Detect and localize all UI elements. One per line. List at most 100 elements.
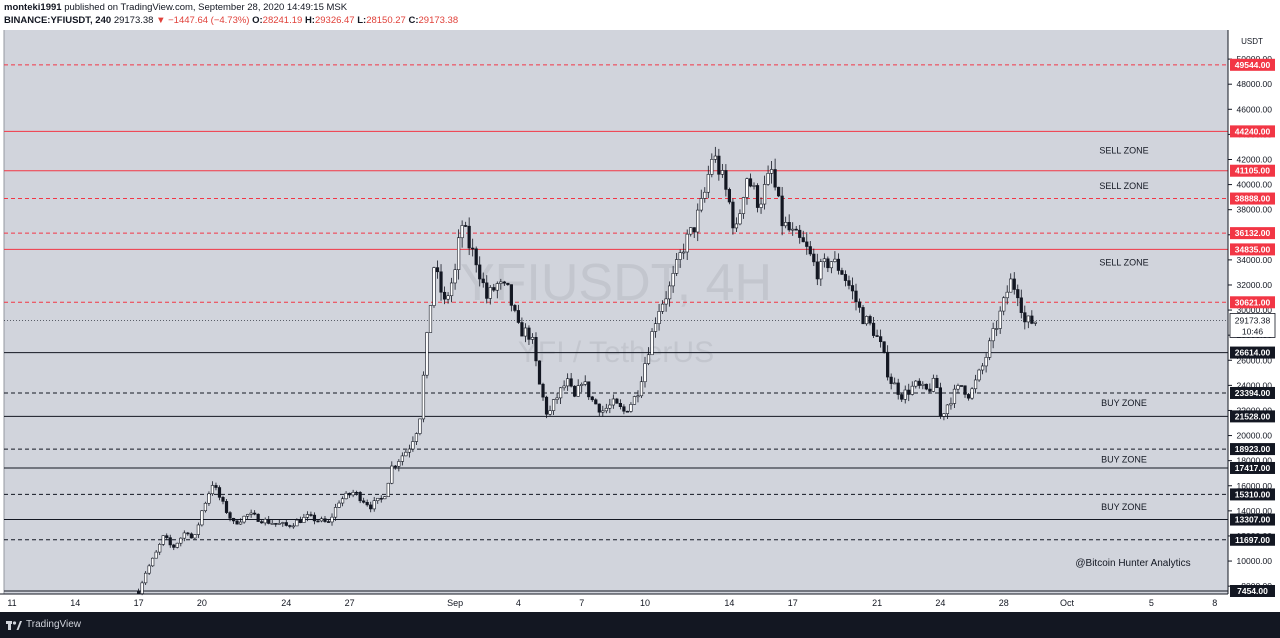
candle-body bbox=[903, 389, 907, 400]
candle-body bbox=[889, 376, 893, 384]
candle-body bbox=[942, 413, 946, 417]
candle-body bbox=[442, 291, 447, 300]
symbol-line: BINANCE:YFIUSDT, 240 bbox=[4, 15, 112, 26]
candle-body bbox=[896, 382, 900, 395]
candle-body bbox=[390, 465, 394, 484]
candle-body bbox=[379, 497, 383, 500]
candle-body bbox=[710, 159, 714, 175]
candle-body bbox=[963, 385, 967, 395]
candle-body bbox=[478, 264, 482, 280]
candle-body bbox=[608, 404, 612, 409]
author-name[interactable]: monteki1991 bbox=[4, 2, 62, 13]
candle-body bbox=[305, 514, 310, 518]
price-tick-label: 16000.00 bbox=[1237, 481, 1273, 491]
candle-body bbox=[973, 379, 978, 390]
candle-body bbox=[558, 387, 563, 399]
candle-body bbox=[886, 351, 890, 378]
candle-body bbox=[900, 394, 904, 400]
candle-body bbox=[685, 233, 689, 253]
candle-body bbox=[527, 327, 531, 340]
candle-body bbox=[875, 335, 879, 337]
candle-body bbox=[682, 251, 686, 254]
candle-body bbox=[671, 273, 675, 287]
tradingview-brand[interactable]: TradingView bbox=[26, 619, 82, 630]
price-change: −1447.64 (−4.73%) bbox=[168, 15, 250, 26]
time-tick-label: Oct bbox=[1060, 598, 1075, 608]
level-badge-label: 15310.00 bbox=[1235, 489, 1271, 499]
candle-body bbox=[854, 290, 858, 303]
candle-body bbox=[263, 518, 267, 524]
candle-body bbox=[200, 510, 204, 526]
level-badge-label: 11697.00 bbox=[1235, 535, 1270, 545]
candle-body bbox=[843, 274, 848, 281]
candle-body bbox=[372, 500, 376, 510]
candle-body bbox=[696, 209, 700, 233]
time-tick-label: 21 bbox=[872, 598, 882, 608]
zone-label: BUY ZONE bbox=[1101, 454, 1147, 464]
candle-body bbox=[717, 155, 721, 175]
candle-body bbox=[1026, 315, 1030, 323]
price-tick-label: 24000.00 bbox=[1237, 380, 1273, 390]
candle-body bbox=[1002, 297, 1006, 312]
candle-body bbox=[196, 524, 200, 535]
candle-body bbox=[393, 465, 397, 468]
candle-body bbox=[787, 222, 791, 231]
low-label: L: bbox=[357, 15, 367, 26]
zone-label: SELL ZONE bbox=[1099, 146, 1148, 156]
candle-body bbox=[513, 305, 517, 311]
time-axis-background bbox=[0, 594, 1280, 612]
level-badge bbox=[1230, 192, 1275, 205]
open-label: O: bbox=[252, 15, 263, 26]
candle-body bbox=[819, 261, 823, 280]
candle-body bbox=[734, 223, 739, 229]
countdown-label: 10:46 bbox=[1242, 326, 1264, 336]
candle-body bbox=[748, 178, 753, 187]
candle-body bbox=[228, 512, 232, 519]
candle-body bbox=[432, 267, 436, 306]
price-chart[interactable]: YFIUSDT, 4H YFI / TetherUS SELL ZONESELL… bbox=[0, 30, 1280, 612]
candle-body bbox=[699, 198, 703, 211]
candle-body bbox=[583, 381, 587, 385]
published-text: published on TradingView.com, September … bbox=[64, 2, 348, 13]
candle-body bbox=[773, 169, 777, 188]
candle-body bbox=[446, 295, 450, 300]
candle-body bbox=[231, 517, 236, 522]
candle-body bbox=[731, 201, 735, 229]
candle-body bbox=[980, 365, 985, 371]
candle-body bbox=[678, 252, 682, 260]
candle-body bbox=[555, 397, 559, 400]
level-badge-label: 26614.00 bbox=[1235, 348, 1271, 358]
candle-body bbox=[893, 382, 897, 385]
candle-body bbox=[319, 518, 324, 522]
candle-body bbox=[506, 282, 510, 285]
candle-body bbox=[594, 399, 598, 405]
level-badge bbox=[1230, 227, 1275, 240]
candle-body bbox=[808, 246, 812, 255]
candle-body bbox=[411, 441, 415, 450]
zones-layer: SELL ZONE SELL ZONE SELL ZONE BUY ZONE BUY Z… bbox=[1099, 146, 1148, 512]
time-tick-label: 24 bbox=[281, 598, 291, 608]
candle-body bbox=[253, 512, 257, 515]
time-axis[interactable]: 11 14 17 20 24 27 Sep 4 7 10 14 17 21 24 28 Oct 5 8 bbox=[0, 593, 1228, 608]
candle-body bbox=[675, 259, 679, 274]
candle-body bbox=[1019, 297, 1023, 313]
candle-body bbox=[562, 385, 566, 389]
candle-body bbox=[995, 328, 999, 330]
close-label: C: bbox=[408, 15, 419, 26]
candle-body bbox=[991, 328, 995, 342]
candle-body bbox=[270, 523, 274, 525]
price-tick-label: 40000.00 bbox=[1237, 180, 1273, 190]
level-badge bbox=[1230, 243, 1275, 256]
time-tick-label: Sep bbox=[447, 598, 463, 608]
candle-body bbox=[970, 388, 974, 399]
candle-body bbox=[246, 514, 250, 517]
time-tick-label: 28 bbox=[999, 598, 1009, 608]
candle-body bbox=[488, 287, 492, 299]
candle-body bbox=[861, 307, 865, 325]
candle-body bbox=[140, 582, 144, 594]
candle-body bbox=[597, 403, 601, 413]
candle-body bbox=[193, 534, 197, 539]
tradingview-logo-icon bbox=[6, 621, 22, 630]
level-badge bbox=[1230, 386, 1275, 399]
candle-body bbox=[544, 396, 549, 415]
